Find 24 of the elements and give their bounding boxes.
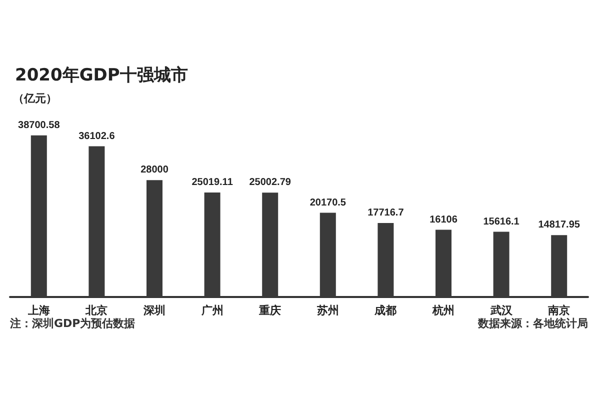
x-tick-label: 杭州: [432, 304, 454, 317]
y-axis-title: （亿元）: [13, 92, 57, 105]
data-label: 25019.11: [192, 177, 234, 188]
data-label: 28000: [140, 164, 169, 176]
x-tick-label: 武汉: [489, 304, 514, 317]
x-tick-label: 北京: [84, 304, 108, 317]
x-tick-label: 苏州: [316, 304, 339, 317]
text: 注：深圳GDP为预估数据: [9, 317, 136, 330]
source-note: 数据来源：各地统计局: [477, 317, 588, 330]
data-label: 20170.5: [310, 197, 346, 208]
data-label: 17716.7: [368, 208, 404, 219]
data-label: 36102.6: [78, 130, 116, 142]
data-label: 25002.79: [249, 177, 292, 188]
x-tick-label: 广州: [200, 304, 224, 317]
chart-title: 2020年GDP十强城市: [15, 66, 188, 86]
data-label: 15616.1: [483, 216, 520, 228]
data-label: 38700.58: [18, 120, 60, 131]
x-tick-label: 深圳: [142, 304, 166, 317]
data-label: 14817.95: [538, 220, 580, 231]
x-tick-label: 重庆: [258, 304, 282, 317]
x-tick-label: 上海: [26, 304, 50, 317]
data-label: 16106: [430, 214, 458, 226]
x-tick-label: 成都: [374, 304, 397, 317]
x-tick-label: 南京: [547, 304, 570, 317]
